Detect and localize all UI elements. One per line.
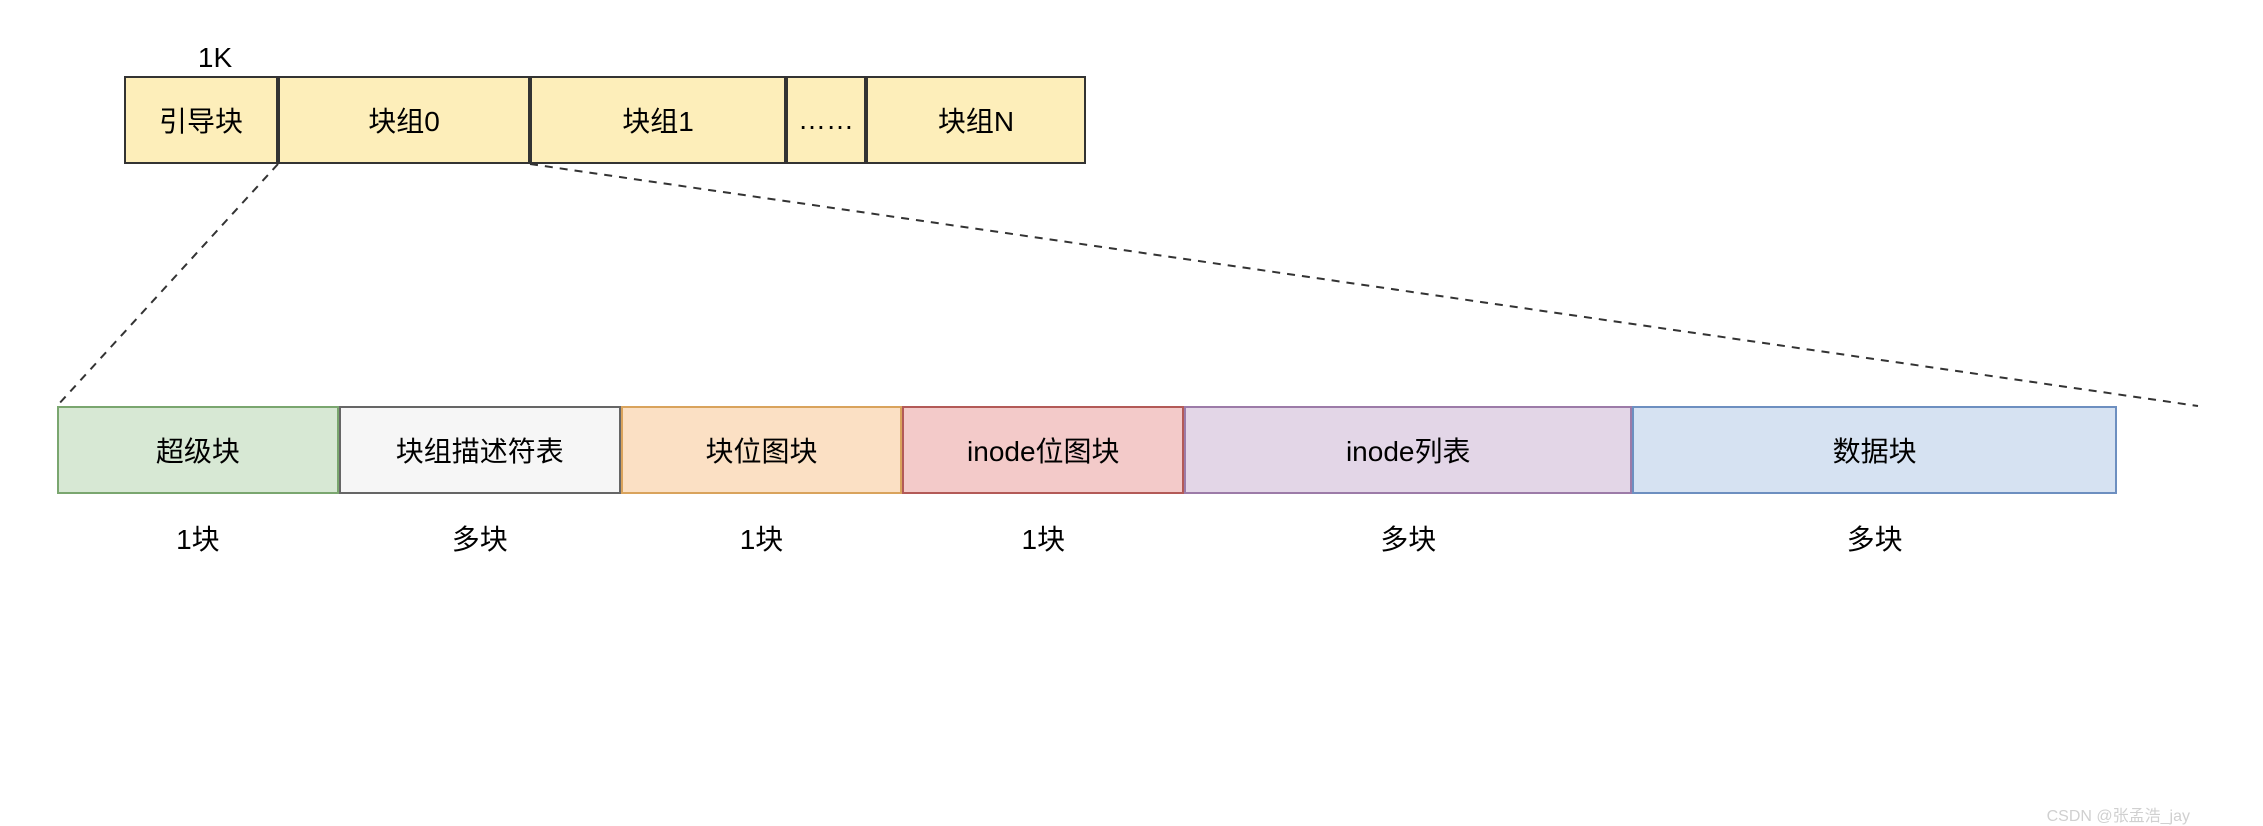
top-block-group0: 块组0 [278, 76, 530, 164]
bottom-block-ibm: inode位图块 [902, 406, 1184, 494]
top-block-groupn: 块组N [866, 76, 1086, 164]
bottom-block-ilist: inode列表 [1184, 406, 1632, 494]
label-1k: 1K [195, 42, 235, 74]
bottom-block-bbm: 块位图块 [621, 406, 903, 494]
bottom-count-gdt: 多块 [339, 518, 621, 558]
connector-dash-left [57, 164, 278, 406]
bottom-block-data: 数据块 [1632, 406, 2117, 494]
bottom-count-super: 1块 [57, 518, 339, 558]
bottom-block-gdt: 块组描述符表 [339, 406, 621, 494]
top-block-group1: 块组1 [530, 76, 786, 164]
bottom-count-ilist: 多块 [1184, 518, 1632, 558]
bottom-count-data: 多块 [1632, 518, 2117, 558]
watermark: CSDN @张孟浩_jay [2047, 802, 2190, 826]
bottom-block-super: 超级块 [57, 406, 339, 494]
top-block-boot: 引导块 [124, 76, 278, 164]
bottom-count-ibm: 1块 [902, 518, 1184, 558]
top-block-dots: …… [786, 76, 866, 164]
connector-dash-right [530, 164, 2198, 406]
bottom-count-bbm: 1块 [621, 518, 903, 558]
